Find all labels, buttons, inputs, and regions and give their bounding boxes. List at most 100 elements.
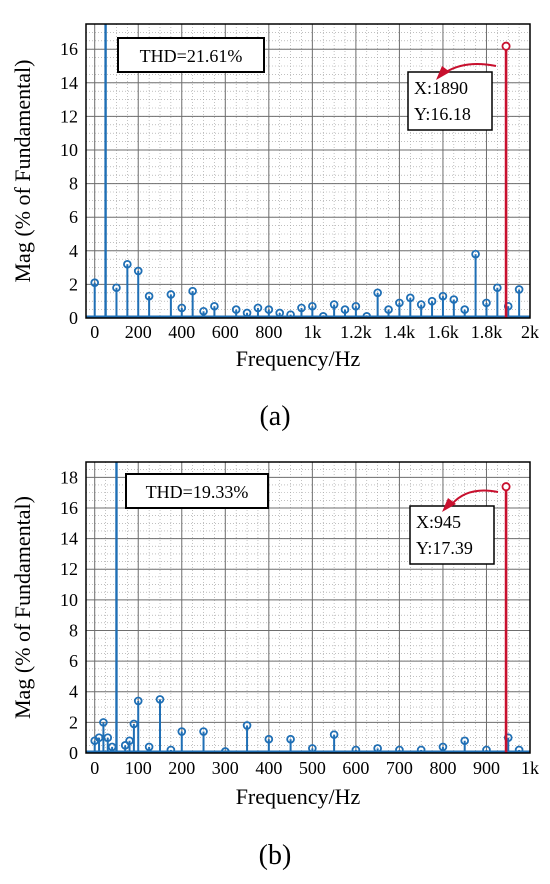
stem-marker (107, 742, 117, 752)
stem-marker (416, 300, 426, 309)
stem-marker (460, 305, 470, 314)
datatip-x: X:945 (416, 512, 461, 532)
stem-marker (438, 291, 448, 301)
datatip-arrow (451, 489, 499, 505)
stem-marker (166, 290, 176, 299)
highlight-marker (501, 41, 511, 51)
stem-marker (493, 283, 502, 293)
y-tick-label: 6 (69, 207, 78, 227)
series-stems (86, 24, 530, 318)
y-tick-label: 2 (69, 712, 78, 732)
stem-marker (482, 298, 491, 308)
x-tick-label: 200 (125, 322, 152, 342)
x-tick-label: 1.2k (340, 322, 372, 342)
stem-marker (395, 745, 404, 753)
stem-marker (449, 295, 459, 304)
panel-label: (a) (259, 401, 290, 432)
y-tick-label: 2 (69, 274, 78, 294)
stem-marker (308, 301, 317, 311)
stem-marker (395, 298, 404, 308)
x-tick-label: 800 (429, 758, 456, 778)
datatip-arrowhead (436, 66, 450, 80)
x-tick-label: 0 (90, 322, 99, 342)
thd-box (117, 37, 265, 73)
datatip-arrowhead (442, 498, 456, 512)
x-tick-label: 400 (168, 322, 195, 342)
y-tick-label: 16 (60, 498, 78, 518)
y-tick-label: 4 (69, 682, 78, 702)
y-tick-label: 6 (69, 651, 78, 671)
series-stems (86, 462, 530, 753)
stem-marker (133, 266, 143, 276)
thd-text: THD=21.61% (140, 46, 243, 66)
stem-marker (329, 300, 339, 309)
x-tick-label: 600 (212, 322, 239, 342)
stem-marker (471, 249, 480, 259)
stem-marker (438, 742, 448, 752)
stem-marker (99, 718, 108, 727)
stem-marker (177, 727, 187, 736)
x-tick-label: 100 (125, 758, 152, 778)
x-tick-label: 500 (299, 758, 326, 778)
y-tick-label: 10 (60, 140, 78, 160)
stem-marker (210, 301, 219, 311)
stem-marker (90, 278, 100, 288)
stem-marker (416, 745, 426, 753)
stem-marker (460, 736, 470, 746)
y-tick-label: 14 (60, 529, 78, 549)
y-tick-label: 18 (60, 467, 78, 487)
stem-marker (286, 734, 295, 744)
stem-marker (514, 745, 524, 753)
stem-marker (329, 730, 339, 739)
stem-marker (514, 285, 524, 294)
stem-marker (427, 296, 437, 306)
stem-marker (155, 695, 165, 704)
datatip-y: Y:17.39 (416, 538, 473, 558)
x-axis-label: Frequency/Hz (236, 784, 361, 809)
x-tick-label: 800 (255, 322, 282, 342)
y-tick-label: 16 (60, 39, 78, 59)
stem-marker (199, 727, 208, 736)
stem-marker (384, 305, 393, 314)
datatip-arrow (445, 63, 497, 73)
stem-marker (340, 305, 350, 314)
datatip-box (409, 505, 495, 565)
x-tick-label: 700 (386, 758, 413, 778)
thd-box (125, 473, 269, 509)
x-tick-label: 1.8k (471, 322, 503, 342)
stem-marker (482, 745, 491, 753)
y-tick-label: 14 (60, 73, 78, 93)
stem-marker (177, 303, 187, 313)
thd-text: THD=19.33% (146, 482, 249, 502)
stem-marker (144, 742, 154, 752)
stem-marker (144, 291, 154, 301)
stem-marker (351, 301, 361, 311)
stem-marker (188, 286, 197, 296)
x-tick-label: 200 (168, 758, 195, 778)
plot-frame (85, 23, 531, 319)
datatip-box (407, 71, 493, 131)
stem-marker (373, 288, 382, 298)
stem-marker (231, 305, 241, 314)
y-tick-label: 8 (69, 174, 78, 194)
stem-marker (123, 259, 132, 269)
stem-marker (242, 721, 252, 730)
x-axis-label: Frequency/Hz (236, 346, 361, 371)
stem-marker (286, 310, 295, 318)
stem-marker (133, 696, 143, 706)
y-tick-label: 0 (69, 743, 78, 763)
y-tick-label: 4 (69, 241, 78, 261)
y-tick-label: 8 (69, 620, 78, 640)
x-tick-label: 2k (521, 322, 539, 342)
stem-marker (297, 303, 306, 313)
stem-marker (264, 305, 274, 314)
datatip-y: Y:16.18 (414, 104, 471, 124)
stem-marker (112, 283, 121, 293)
chart-panel-a: 0 200 400 600 800 1k 1.2k 1.4k 1.6k 1.8k 2k 0 2 4 6 8 10… (10, 23, 539, 432)
x-tick-label: 300 (212, 758, 239, 778)
y-axis-label: Mag (% of Fundamental) (10, 60, 35, 283)
stem-marker (405, 293, 415, 303)
chart-panel-b: 0 100 200 300 400 500 600 700 800 900 1k 0 2 4 6 8 10 12 1… (10, 461, 539, 871)
stem-marker (253, 303, 263, 313)
